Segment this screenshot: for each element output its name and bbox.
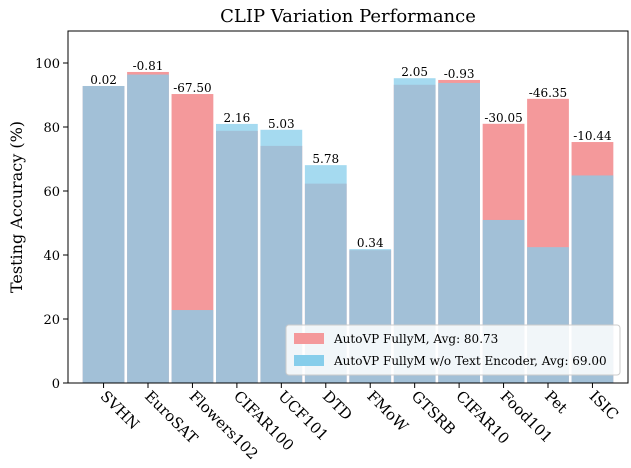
annotation: 5.78 xyxy=(312,152,339,166)
annotation: -10.44 xyxy=(573,129,612,143)
x-tick-label: FMoW xyxy=(363,387,412,436)
bar xyxy=(82,85,125,383)
x-tick-label: GTSRB xyxy=(408,387,459,438)
annotation: -30.05 xyxy=(484,111,522,125)
annotation: 0.02 xyxy=(90,73,117,87)
annotation: 0.34 xyxy=(357,236,384,250)
x-tick-label: ISIC xyxy=(586,387,622,423)
annotation: 2.05 xyxy=(401,65,428,79)
bar xyxy=(127,74,169,383)
annotation: -0.81 xyxy=(133,59,164,73)
x-tick-label: Pet xyxy=(541,387,571,417)
legend: AutoVP FullyM, Avg: 80.73 AutoVP FullyM w… xyxy=(285,324,621,376)
chart-title: CLIP Variation Performance xyxy=(220,6,476,27)
legend-label: AutoVP FullyM w/o Text Encoder, Avg: 69.… xyxy=(333,354,607,368)
y-tick-label: 100 xyxy=(35,57,60,72)
legend-swatch xyxy=(294,333,324,344)
y-axis-label: Testing Accuracy (%) xyxy=(7,121,26,293)
y-tick-label: 40 xyxy=(43,249,60,264)
annotation: 2.16 xyxy=(224,111,251,125)
annotation: -0.93 xyxy=(444,67,475,81)
annotation: -46.35 xyxy=(529,86,567,100)
x-tick-label: SVHN xyxy=(97,387,143,433)
y-tick-label: 80 xyxy=(43,121,60,136)
plot-frame xyxy=(67,30,629,384)
bar xyxy=(171,310,214,383)
legend-swatch xyxy=(294,355,324,366)
y-tick-label: 60 xyxy=(43,185,60,200)
annotation: -67.50 xyxy=(173,81,211,95)
annotation: 5.03 xyxy=(268,117,295,131)
legend-frame xyxy=(285,324,621,376)
bar xyxy=(216,123,258,383)
legend-label: AutoVP FullyM, Avg: 80.73 xyxy=(333,332,498,346)
y-tick-label: 20 xyxy=(43,313,60,328)
y-tick-label: 0 xyxy=(52,377,60,392)
x-tick-label: DTD xyxy=(319,387,356,424)
